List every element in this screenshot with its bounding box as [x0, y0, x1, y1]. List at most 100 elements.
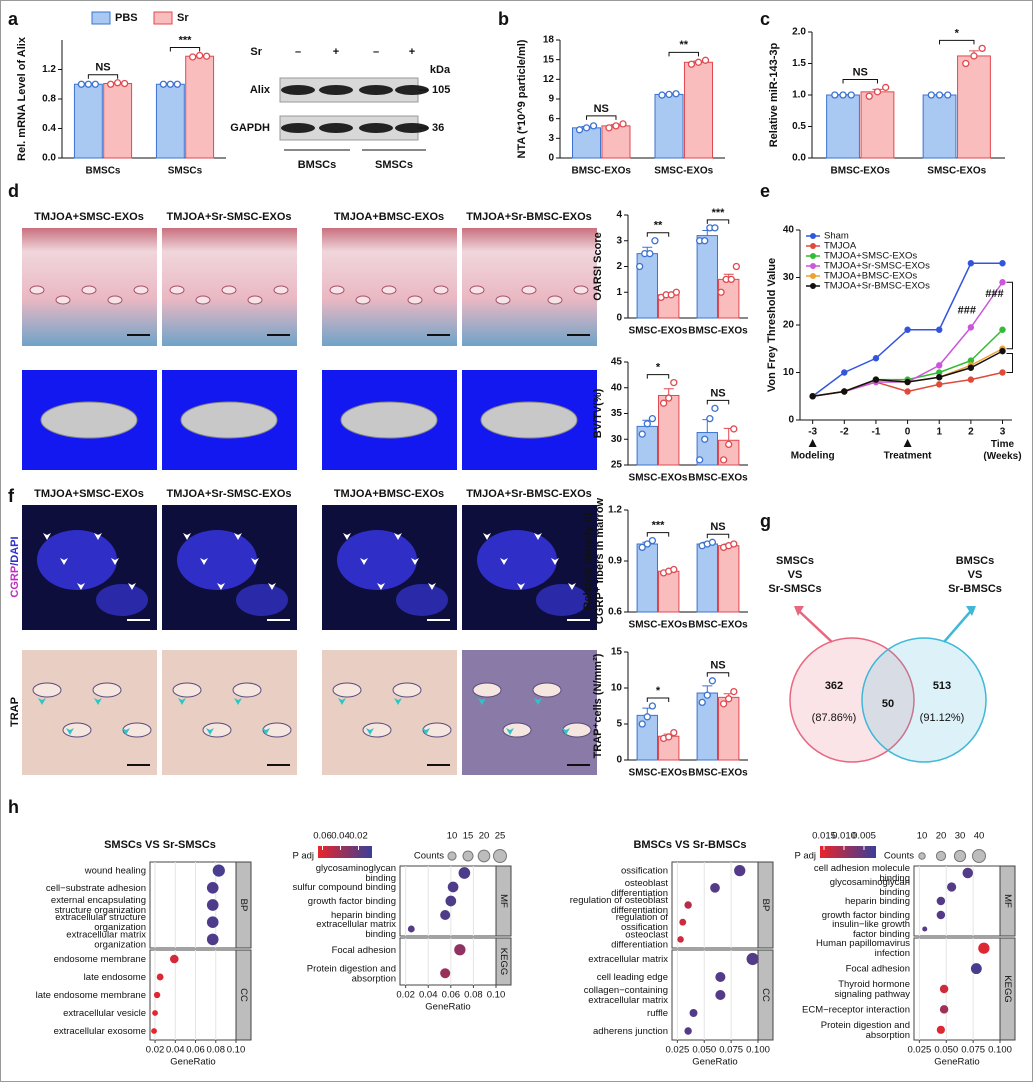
data-point — [717, 288, 725, 296]
y-tick-label: 6 — [548, 113, 554, 124]
size-key-label: 30 — [955, 831, 966, 842]
x-tick-label: 0.025 — [665, 1045, 689, 1056]
color-tick-label: 0.015 — [812, 831, 836, 842]
cell — [133, 285, 149, 295]
data-point — [91, 80, 99, 88]
arrowhead — [500, 558, 508, 565]
y-tick-label: 45 — [611, 357, 623, 368]
x-axis-label: GeneRatio — [425, 1002, 470, 1013]
term-label: glycosaminoglycan binding — [830, 877, 910, 898]
y-tick-label: 1 — [616, 287, 622, 298]
marker — [967, 324, 975, 331]
term-label: extracellular matrix — [588, 954, 668, 965]
term-label: ruffle — [647, 1008, 668, 1019]
x-tick-label: 0 — [905, 427, 911, 438]
bar — [601, 125, 631, 159]
sig-bracket — [1006, 281, 1014, 373]
arrowhead — [517, 583, 525, 590]
term-label: osteoblast differentiation — [611, 877, 668, 898]
x-tick-label: BMSC-EXOs — [831, 166, 891, 177]
term-label: extracellular matrix binding — [316, 919, 396, 940]
data-point — [665, 733, 673, 741]
facet-panel — [671, 949, 759, 1041]
arrowhead — [360, 558, 368, 565]
venn-arrow — [943, 611, 971, 643]
marker — [904, 388, 911, 395]
cell — [29, 285, 45, 295]
lacuna — [232, 682, 262, 698]
data-point — [719, 700, 728, 708]
bar — [718, 278, 740, 319]
x-tick-label: 0.100 — [988, 1045, 1012, 1056]
event-label: Modeling — [791, 451, 835, 462]
arrowhead — [428, 583, 436, 590]
data-point — [646, 249, 654, 258]
row-label: TRAP — [9, 697, 21, 727]
data-point — [970, 52, 978, 60]
row-label-part: /DAPI — [9, 536, 21, 565]
legend-marker — [810, 283, 816, 289]
size-key — [493, 849, 507, 863]
size-key-label: 10 — [447, 831, 458, 842]
facet-label: CC — [238, 988, 249, 1002]
sig-bracket — [939, 39, 975, 45]
facet-label: MF — [498, 894, 509, 908]
data-point — [694, 58, 703, 66]
dot — [710, 882, 720, 893]
x-tick-label: SMSC-EXOs — [629, 326, 688, 337]
x-tick-label: 0.08 — [464, 990, 483, 1001]
color-tick-label: 0.06 — [313, 831, 332, 842]
lane-label: + — [333, 46, 339, 58]
arrowhead — [183, 533, 191, 540]
sig-label: NS — [95, 62, 110, 74]
x-tick-label: 0.10 — [227, 1045, 246, 1056]
sig-label: NS — [710, 387, 725, 399]
data-point — [589, 122, 598, 130]
size-key-label: 20 — [479, 831, 490, 842]
y-tick-label: 40 — [611, 382, 623, 393]
legend-marker — [810, 263, 816, 269]
sig-bracket — [646, 532, 670, 537]
data-point — [701, 435, 709, 443]
y-axis-label: Von Frey Threshold Value — [766, 258, 778, 392]
lane-label: + — [409, 46, 415, 58]
venn-arrowhead — [794, 606, 804, 616]
condyle — [340, 401, 438, 439]
dot — [440, 968, 451, 979]
data-point — [665, 394, 673, 402]
facet-strip — [495, 937, 512, 986]
panel-label: b — [498, 9, 509, 29]
error-bar — [663, 388, 674, 396]
legend-label: PBS — [115, 12, 138, 24]
marrow — [37, 530, 117, 590]
data-point — [77, 80, 86, 88]
cell — [381, 285, 397, 295]
marrow — [536, 584, 588, 616]
color-bar — [820, 846, 876, 858]
panel-label: e — [760, 181, 770, 201]
y-tick-label: 3 — [548, 133, 554, 144]
venn-arrowhead — [966, 606, 976, 616]
arrowhead — [66, 728, 74, 735]
bar — [103, 83, 133, 159]
sig-label: NS — [853, 66, 868, 78]
x-tick-label: 0.075 — [961, 1045, 985, 1056]
sig-label: NS — [594, 103, 609, 115]
venn-set — [789, 637, 915, 763]
cell — [573, 285, 589, 295]
arrowhead — [377, 583, 385, 590]
data-point — [672, 90, 680, 98]
term-label: Protein digestion and absorption — [307, 963, 396, 984]
venn-count: 362 — [825, 680, 843, 692]
x-tick-label: SMSC-EXOs — [629, 768, 688, 779]
bar — [683, 61, 714, 159]
group-label: SMSCs — [375, 159, 413, 171]
term-label: cell−substrate adhesion — [46, 882, 146, 893]
x-tick-label: 0.050 — [934, 1045, 958, 1056]
y-tick-label: 10 — [611, 683, 623, 694]
lane-label: – — [373, 46, 379, 58]
marker — [999, 347, 1006, 355]
marker — [841, 369, 848, 376]
size-key-label: 15 — [463, 831, 474, 842]
term-label: extracellular vesicle — [63, 1008, 146, 1019]
